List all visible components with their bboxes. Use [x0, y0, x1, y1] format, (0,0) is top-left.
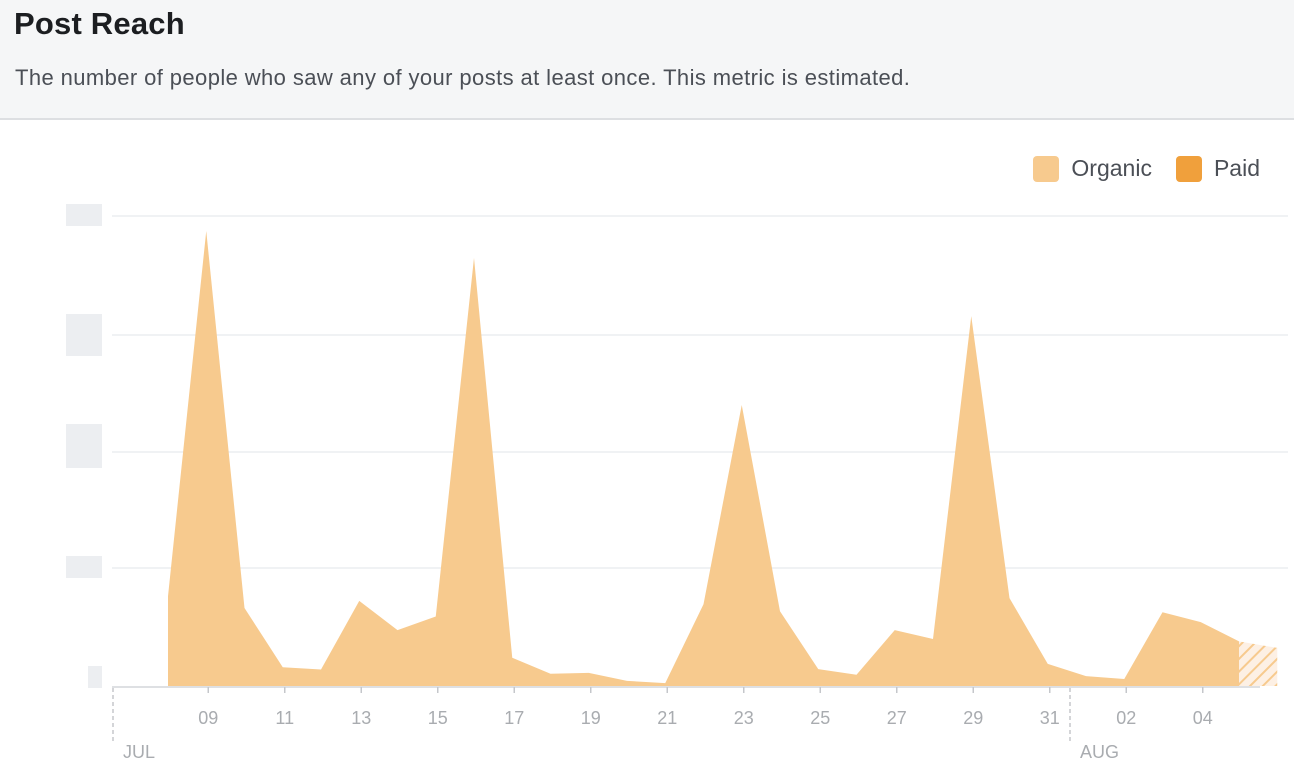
organic-data-point[interactable]: [930, 636, 936, 642]
y-axis-label-placeholder: [66, 446, 102, 468]
legend-label-organic: Organic: [1071, 155, 1152, 181]
organic-data-point[interactable]: [968, 313, 974, 319]
legend-swatch-organic: [1033, 155, 1060, 182]
y-axis-label-placeholder: [66, 424, 102, 446]
organic-data-point[interactable]: [1007, 595, 1013, 601]
x-tick-label: 11: [275, 708, 294, 728]
legend-item-organic[interactable]: Organic: [1033, 155, 1152, 182]
chart-description: The number of people who saw any of your…: [15, 65, 911, 90]
x-tick-label: 13: [351, 708, 371, 728]
organic-data-point[interactable]: [1083, 673, 1089, 679]
legend-label-paid: Paid: [1213, 155, 1260, 181]
page-title: Post Reach: [14, 6, 185, 41]
organic-data-point[interactable]: [624, 678, 630, 684]
y-axis-label-placeholder: [66, 204, 102, 226]
x-tick-label: 27: [887, 708, 907, 728]
x-tick-label: 15: [428, 708, 448, 728]
x-tick-label: 09: [198, 708, 218, 728]
x-tick-label: 25: [810, 708, 830, 728]
y-axis-label-placeholder: [88, 666, 102, 688]
organic-data-point[interactable]: [701, 601, 707, 607]
y-axis-label-placeholder: [66, 314, 102, 336]
x-tick-label: 19: [581, 708, 601, 728]
organic-data-point[interactable]: [203, 228, 209, 234]
organic-data-point[interactable]: [739, 402, 745, 408]
organic-data-point[interactable]: [1274, 645, 1280, 651]
legend-swatch-paid: [1175, 155, 1202, 182]
x-tick-label: 04: [1193, 708, 1213, 728]
organic-reach-estimated-area[interactable]: [1239, 641, 1278, 686]
organic-reach-area[interactable]: [168, 231, 1239, 687]
y-axis-label-placeholder: [66, 336, 102, 356]
organic-data-point[interactable]: [1045, 661, 1051, 667]
legend-item-paid[interactable]: Paid: [1175, 155, 1260, 182]
month-label: JUL: [123, 742, 155, 762]
organic-data-point[interactable]: [777, 608, 783, 614]
organic-data-point[interactable]: [165, 593, 171, 599]
organic-data-point[interactable]: [509, 655, 515, 661]
organic-data-point[interactable]: [356, 598, 362, 604]
organic-data-point[interactable]: [471, 255, 477, 261]
y-axis-label-placeholder: [66, 556, 102, 578]
x-tick-label: 21: [657, 708, 677, 728]
organic-data-point[interactable]: [815, 666, 821, 672]
x-tick-label: 23: [734, 708, 754, 728]
organic-data-point[interactable]: [280, 664, 286, 670]
x-tick-label: 31: [1040, 708, 1060, 728]
organic-data-point[interactable]: [1236, 638, 1242, 644]
organic-data-point[interactable]: [892, 627, 898, 633]
organic-data-point[interactable]: [662, 680, 668, 686]
chart-header: Post Reach The number of people who saw …: [0, 0, 1294, 120]
month-label: AUG: [1080, 742, 1119, 762]
x-tick-label: 29: [963, 708, 983, 728]
organic-data-point[interactable]: [242, 605, 248, 611]
organic-data-point[interactable]: [318, 667, 324, 673]
x-tick-label: 02: [1116, 708, 1136, 728]
organic-data-point[interactable]: [395, 627, 401, 633]
organic-data-point[interactable]: [548, 671, 554, 677]
organic-data-point[interactable]: [1160, 609, 1166, 615]
organic-data-point[interactable]: [1121, 676, 1127, 682]
chart-legend: Organic Paid: [1009, 155, 1260, 182]
x-tick-label: 17: [504, 708, 524, 728]
y-axis-label-placeholders: [66, 204, 102, 688]
organic-data-point[interactable]: [433, 613, 439, 619]
organic-data-point[interactable]: [854, 672, 860, 678]
organic-data-point[interactable]: [586, 670, 592, 676]
organic-data-point[interactable]: [1198, 619, 1204, 625]
